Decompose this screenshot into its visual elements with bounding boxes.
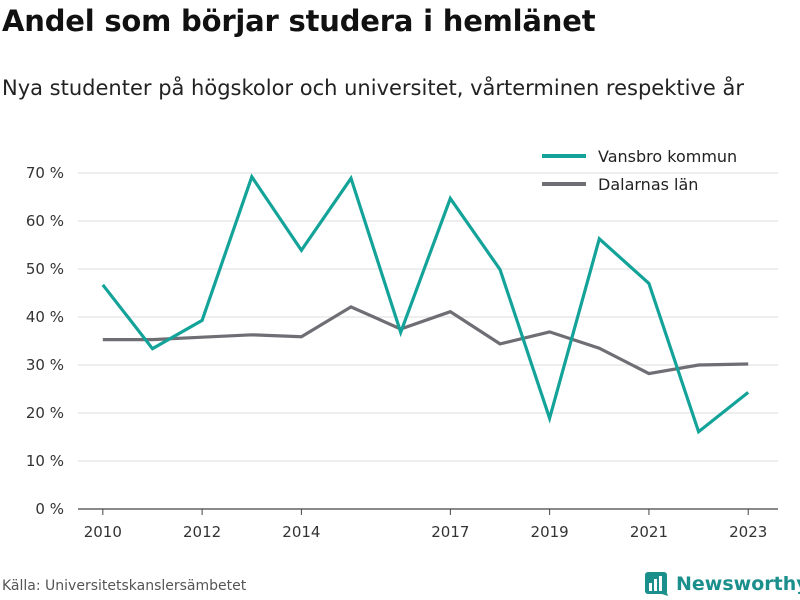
newsworthy-icon <box>645 572 668 596</box>
y-tick-label: 70 % <box>26 164 64 182</box>
chart-title: Andel som börjar studera i hemlänet <box>2 4 596 38</box>
x-tick-label: 2012 <box>183 523 221 541</box>
x-tick-label: 2021 <box>630 523 668 541</box>
y-tick-label: 10 % <box>26 452 64 470</box>
x-tick-label: 2023 <box>729 523 767 541</box>
y-tick-label: 0 % <box>35 500 64 518</box>
series-line-vansbro <box>101 173 750 435</box>
legend-label-dalarna: Dalarnas län <box>598 175 698 194</box>
source-note: Källa: Universitetskanslersämbetet <box>2 578 247 594</box>
y-tick-label: 40 % <box>26 308 64 326</box>
chart-subtitle: Nya studenter på högskolor och universit… <box>2 76 744 100</box>
brand-logo: Newsworthy <box>644 570 800 598</box>
x-tick-label: 2019 <box>531 523 569 541</box>
y-tick-label: 60 % <box>26 212 64 230</box>
x-tick-label: 2010 <box>84 523 122 541</box>
y-tick-label: 50 % <box>26 260 64 278</box>
y-tick-label: 30 % <box>26 356 64 374</box>
brand-name: Newsworthy <box>676 573 800 595</box>
x-tick-label: 2017 <box>431 523 469 541</box>
y-tick-label: 20 % <box>26 404 64 422</box>
x-tick-label: 2014 <box>282 523 320 541</box>
series-line-dalarna <box>102 305 749 376</box>
legend-label-vansbro: Vansbro kommun <box>598 147 737 166</box>
